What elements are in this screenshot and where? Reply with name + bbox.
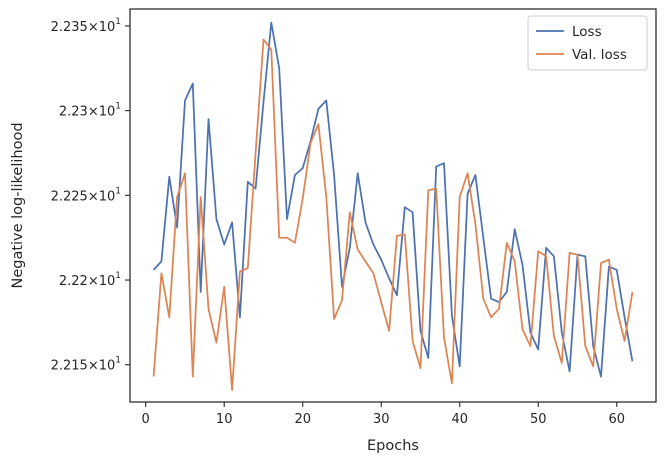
- plot-frame: [129, 8, 657, 403]
- plot-lines: [152, 21, 634, 391]
- x-tick-label: 60: [608, 412, 625, 427]
- series-line-loss: [152, 21, 634, 378]
- y-tick-label: 2.215×101: [51, 356, 121, 374]
- x-tick-label: 30: [373, 412, 390, 427]
- x-tick-label: 0: [142, 412, 150, 427]
- y-tick-label: 2.23×101: [59, 102, 121, 120]
- y-tick-label: 2.235×101: [51, 17, 121, 35]
- y-axis-ticks: 2.215×101 2.22×101 2.225×101 2.23×101 2.235×…: [51, 17, 130, 374]
- x-axis-ticks: 0 10 20 30 40 50 60: [142, 402, 625, 427]
- series-line-val-loss: [152, 38, 634, 391]
- x-tick-label: 40: [451, 412, 468, 427]
- x-axis-label: Epochs: [367, 438, 419, 454]
- y-tick-label: 2.225×101: [51, 186, 121, 204]
- legend-label-loss: Loss: [572, 24, 602, 40]
- x-tick-label: 10: [216, 412, 233, 427]
- legend: Loss Val. loss: [527, 15, 648, 71]
- legend-box: [527, 15, 648, 71]
- y-tick-label: 2.22×101: [59, 271, 121, 289]
- x-tick-label: 50: [530, 412, 547, 427]
- y-axis-label: Negative log-likelihood: [10, 122, 26, 288]
- legend-label-val-loss: Val. loss: [572, 47, 627, 63]
- x-tick-label: 20: [294, 412, 311, 427]
